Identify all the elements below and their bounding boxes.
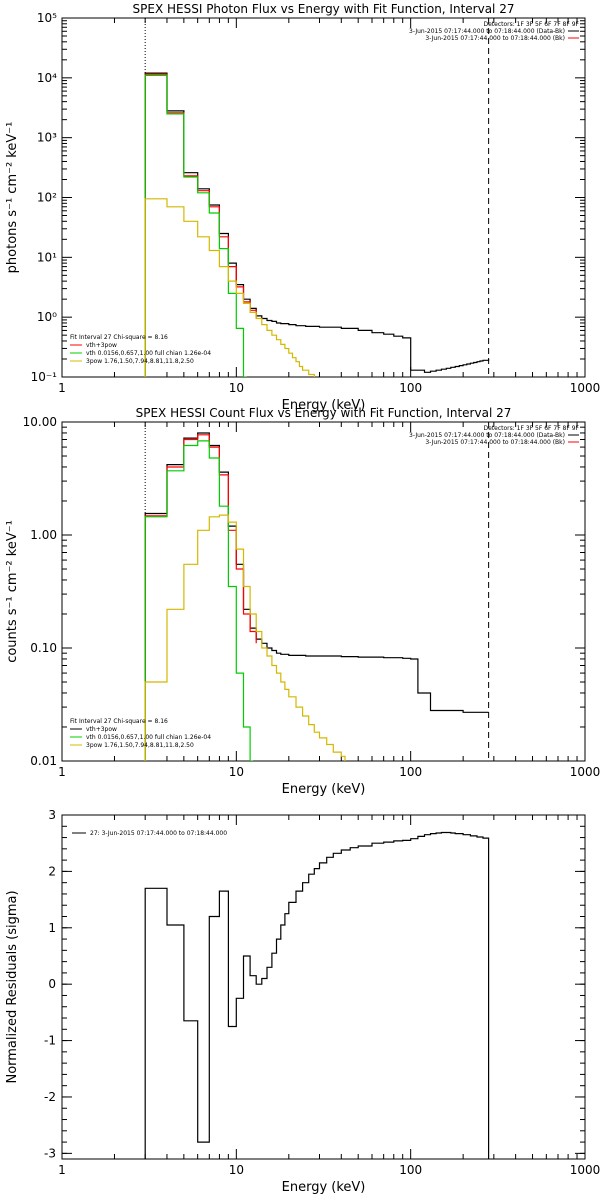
series-line-3 bbox=[144, 440, 254, 761]
chart-panel-1: SPEX HESSI Photon Flux vs Energy with Fi… bbox=[5, 2, 600, 413]
series-line-1 bbox=[144, 831, 490, 1159]
fit-legend-entry: vth 0.0156,0.657,1.00 full chian 1.26e-0… bbox=[86, 734, 211, 741]
y-tick-label: 10¹ bbox=[37, 250, 57, 264]
y-tick-label: 10⁰ bbox=[37, 310, 57, 324]
fit-legend-entry: vth+3pow bbox=[86, 342, 117, 349]
legend-entry: 3-Jun-2015 07:17:44.000 to 07:18:44.000 … bbox=[425, 439, 565, 446]
x-axis-label: Energy (keV) bbox=[282, 1180, 366, 1195]
x-tick-label: 10 bbox=[229, 1163, 244, 1177]
x-tick-label: 1 bbox=[58, 1163, 66, 1177]
x-tick-label: 1 bbox=[58, 765, 66, 779]
series-line-2 bbox=[144, 73, 257, 377]
fit-legend-entry: vth+3pow bbox=[86, 726, 117, 733]
plot-frame bbox=[61, 814, 586, 1160]
legend-entry: 3-Jun-2015 07:17:44.000 to 07:18:44.000 … bbox=[425, 35, 565, 42]
series-line-1 bbox=[144, 72, 490, 377]
series-group bbox=[144, 831, 490, 1159]
y-tick-label: 10⁴ bbox=[37, 71, 57, 85]
chart-title: SPEX HESSI Count Flux vs Energy with Fit… bbox=[136, 406, 512, 420]
y-axis-label: Normalized Residuals (sigma) bbox=[5, 890, 20, 1083]
series-group bbox=[144, 72, 490, 377]
chart-panel-3: 1 10 100 1000 -3 -2 -1 0 1 2 3 Energy (keV) Normaliz… bbox=[5, 808, 600, 1195]
y-tick-label: 10⁵ bbox=[37, 11, 57, 25]
legend-entry: 27: 3-Jun-2015 07:17:44.000 to 07:18:44.… bbox=[90, 830, 227, 837]
fit-legend-entry: vth 0.0156,0.657,1.00 full chian 1.26e-0… bbox=[86, 350, 211, 357]
detectors-label: Detectors: 1F 3F 5F 6F 7F 8F 9F bbox=[483, 425, 579, 432]
y-tick-label: 10⁻¹ bbox=[31, 370, 58, 384]
x-tick-label: 10 bbox=[229, 381, 244, 395]
y-tick-label: 10³ bbox=[37, 131, 57, 145]
series-group bbox=[144, 432, 489, 761]
legend-entry: 3-Jun-2015 07:17:44.000 to 07:18:44.000 … bbox=[409, 28, 565, 35]
x-tick-label: 1000 bbox=[570, 1163, 600, 1177]
y-axis-label: counts s⁻¹ cm⁻² keV⁻¹ bbox=[5, 520, 20, 663]
chart-panel-2: SPEX HESSI Count Flux vs Energy with Fit… bbox=[5, 406, 600, 797]
series-line-3 bbox=[144, 74, 247, 377]
y-tick-label: -2 bbox=[44, 1090, 56, 1104]
legend-entry: 3-Jun-2015 07:17:44.000 to 07:18:44.000 … bbox=[409, 432, 565, 439]
x-tick-label: 100 bbox=[399, 381, 422, 395]
y-tick-label: 1 bbox=[48, 921, 56, 935]
y-tick-label: 3 bbox=[48, 808, 56, 822]
y-tick-label: -3 bbox=[44, 1146, 56, 1160]
y-tick-label: -1 bbox=[44, 1034, 56, 1048]
fit-legend-entry: 3pow 1.76,1.50,7.94,8.81,11.8,2.50 bbox=[86, 358, 194, 365]
series-line-1 bbox=[144, 432, 489, 761]
x-axis-label: Energy (keV) bbox=[282, 398, 366, 413]
x-tick-label: 100 bbox=[399, 1163, 422, 1177]
y-tick-label: 0 bbox=[48, 977, 56, 991]
y-tick-label: 10² bbox=[37, 191, 57, 205]
series-line-2 bbox=[144, 434, 257, 761]
x-axis-label: Energy (keV) bbox=[282, 782, 366, 797]
series-line-4 bbox=[144, 198, 315, 377]
y-tick-label: 1.00 bbox=[30, 528, 57, 542]
y-axis-label: photons s⁻¹ cm⁻² keV⁻¹ bbox=[5, 122, 20, 274]
x-tick-label: 10 bbox=[229, 765, 244, 779]
plot-frame bbox=[61, 421, 586, 762]
x-tick-label: 1 bbox=[58, 381, 66, 395]
fit-legend-entry: 3pow 1.76,1.50,7.94,8.81,11.8,2.50 bbox=[86, 742, 194, 749]
chart-title: SPEX HESSI Photon Flux vs Energy with Fi… bbox=[133, 2, 515, 16]
fit-legend-header: Fit Interval 27 Chi-square = 8.16 bbox=[70, 718, 168, 725]
x-tick-label: 1000 bbox=[570, 381, 600, 395]
y-tick-label: 0.01 bbox=[30, 754, 57, 768]
x-tick-label: 1000 bbox=[570, 765, 600, 779]
series-line-4 bbox=[144, 514, 346, 761]
plot-frame bbox=[61, 17, 586, 378]
y-tick-label: 0.10 bbox=[30, 641, 57, 655]
detectors-label: Detectors: 1F 3F 5F 6F 7F 8F 9F bbox=[483, 21, 579, 28]
y-tick-label: 10.00 bbox=[23, 415, 57, 429]
y-tick-label: 2 bbox=[48, 864, 56, 878]
fit-legend-header: Fit Interval 27 Chi-square = 8.16 bbox=[70, 334, 168, 341]
x-tick-label: 100 bbox=[399, 765, 422, 779]
